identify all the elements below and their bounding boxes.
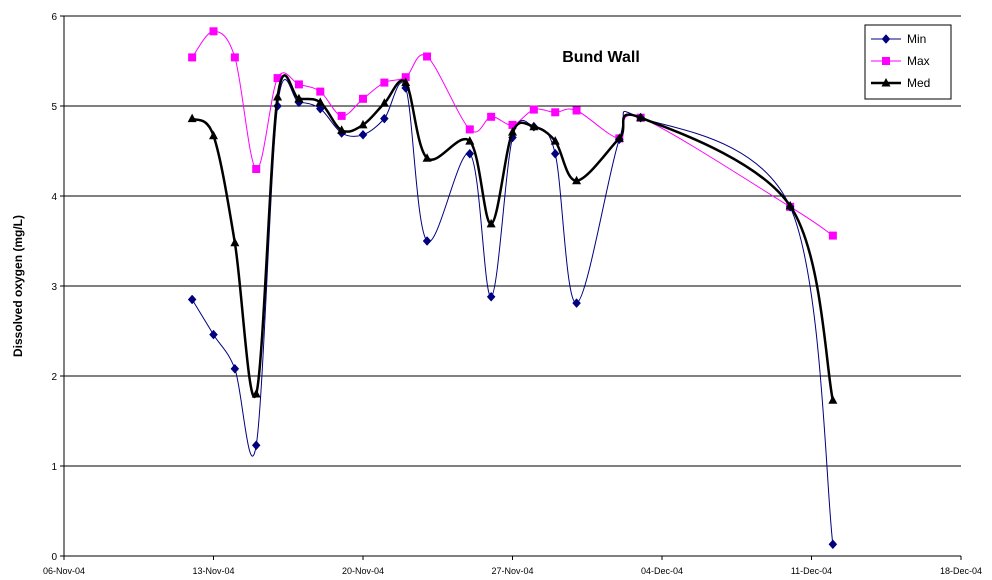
legend-box xyxy=(864,24,952,100)
data-point-med xyxy=(614,133,624,142)
legend-item-max: Max xyxy=(871,54,930,68)
legend: Min Max Med xyxy=(864,24,952,100)
data-point-med xyxy=(315,97,325,106)
x-tick-label: 06-Nov-04 xyxy=(43,566,85,576)
data-point-min xyxy=(422,236,432,246)
data-point-min xyxy=(465,148,475,159)
data-point-med xyxy=(337,125,347,134)
legend-label: Max xyxy=(907,54,930,68)
legend-label: Min xyxy=(907,32,926,46)
data-point-min xyxy=(209,329,218,340)
legend-marker xyxy=(881,78,891,87)
x-tick-label: 20-Nov-04 xyxy=(342,566,384,576)
data-point-max xyxy=(252,165,261,173)
data-point-med xyxy=(828,395,838,404)
series-med xyxy=(187,74,838,404)
data-point-min xyxy=(251,440,261,451)
legend-marker xyxy=(882,57,890,65)
series-layer xyxy=(187,27,838,550)
data-point-max xyxy=(551,108,560,117)
series-line-med xyxy=(191,74,835,401)
data-point-min xyxy=(828,539,838,550)
data-point-med xyxy=(465,136,475,145)
data-point-med xyxy=(358,119,368,129)
data-point-max xyxy=(209,27,218,36)
data-point-med xyxy=(785,200,795,210)
data-point-max xyxy=(294,80,303,89)
data-point-med xyxy=(636,112,646,122)
y-tick-label: 3 xyxy=(51,282,57,293)
y-tick-label: 0 xyxy=(51,552,57,563)
data-point-min xyxy=(315,103,325,114)
data-point-max xyxy=(487,112,496,121)
data-point-min xyxy=(550,148,560,159)
data-point-max xyxy=(508,120,517,129)
data-point-min xyxy=(187,294,197,305)
data-point-med xyxy=(209,130,218,140)
y-tick-label: 4 xyxy=(51,192,57,203)
data-point-min xyxy=(380,113,389,124)
data-point-max xyxy=(529,105,538,114)
y-tick-label: 2 xyxy=(51,372,57,383)
legend-item-med: Med xyxy=(871,76,930,90)
axes xyxy=(63,16,962,560)
y-axis-label: Dissolved oxygen (mg/L) xyxy=(11,215,25,357)
x-tick-label: 13-Nov-04 xyxy=(192,566,234,576)
x-tick-label: 27-Nov-04 xyxy=(491,566,533,576)
data-point-max xyxy=(572,106,581,115)
data-point-med xyxy=(273,92,283,101)
legend-marker xyxy=(881,34,891,44)
data-point-max xyxy=(465,125,474,134)
data-point-med xyxy=(251,389,261,398)
y-tick-label: 6 xyxy=(51,12,57,23)
data-point-max xyxy=(337,111,346,120)
x-tick-labels: 06-Nov-04 13-Nov-04 20-Nov-04 27-Nov-04 04-D… xyxy=(43,566,982,576)
gridlines xyxy=(60,15,961,557)
data-point-med xyxy=(187,113,197,123)
data-point-med xyxy=(422,153,432,162)
data-point-min xyxy=(358,129,368,140)
y-tick-label: 1 xyxy=(51,462,57,473)
data-point-max xyxy=(273,74,282,83)
data-point-min xyxy=(572,298,581,308)
data-point-med xyxy=(401,77,411,87)
legend-item-min: Min xyxy=(871,32,926,46)
data-point-max xyxy=(316,87,325,96)
data-point-max xyxy=(359,94,367,103)
data-point-med xyxy=(550,136,560,145)
data-point-max xyxy=(188,53,197,62)
y-tick-labels: 0 1 2 3 4 5 6 xyxy=(51,12,57,563)
data-point-max xyxy=(380,78,389,87)
data-point-med xyxy=(529,121,539,131)
x-tick-label: 11-Dec-04 xyxy=(791,566,832,576)
data-point-med xyxy=(508,127,517,136)
chart-title: Bund Wall xyxy=(562,49,640,66)
data-point-med xyxy=(572,175,582,185)
data-point-min xyxy=(230,363,240,374)
data-point-max xyxy=(401,73,410,82)
x-tick-label: 04-Dec-04 xyxy=(641,566,683,576)
data-point-min xyxy=(486,291,496,302)
data-point-max xyxy=(828,231,837,240)
data-point-med xyxy=(294,93,304,103)
y-tick-label: 5 xyxy=(51,102,57,113)
data-point-med xyxy=(230,237,240,247)
x-tick-label: 18-Dec-04 xyxy=(940,566,982,576)
data-point-max xyxy=(423,52,432,61)
legend-label: Med xyxy=(907,76,930,90)
data-point-med xyxy=(379,98,389,107)
data-point-med xyxy=(486,218,496,228)
data-point-max xyxy=(230,53,239,62)
